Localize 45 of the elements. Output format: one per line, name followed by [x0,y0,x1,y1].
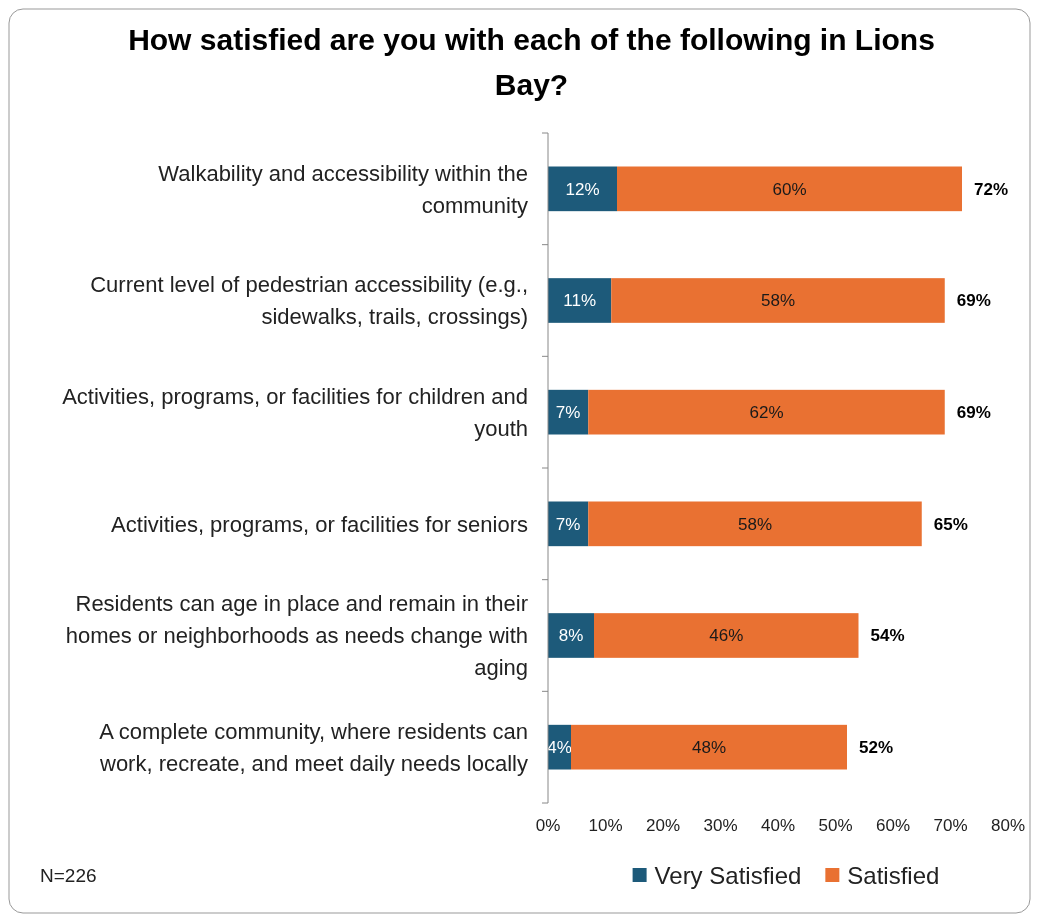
x-tick-label: 0% [535,816,561,835]
legend-label: Satisfied [847,862,940,889]
bar [617,166,962,212]
bar [594,613,859,658]
total-label: 65% [933,514,968,534]
legend-label: Very Satisfied [654,862,802,889]
bar [571,724,847,770]
x-tick-label: 60% [875,816,911,835]
total-label: 52% [859,738,894,758]
data-label: 58% [760,291,796,311]
y-tick-label: Walkability and accessibility within the community [158,160,528,218]
x-tick-label: 20% [645,816,681,835]
total-label: 54% [870,626,905,646]
total-label: 69% [956,403,991,423]
data-label: 7% [555,514,581,534]
data-label: 46% [709,626,744,646]
data-label: 4% [547,738,572,758]
x-tick-label: 70% [933,816,968,835]
bar [588,501,922,547]
y-tick-label: Residents can age in place and remain in their homes or neighborhoods as needs change with aging [65,591,528,681]
x-tick-label: 10% [588,816,623,835]
data-label: 12% [565,179,600,199]
y-tick-label: Activities, programs, or facilities for children and youth [62,383,528,441]
x-tick-label: 80% [990,816,1026,835]
text: N=226 [40,865,97,886]
bar [548,278,612,323]
y-tick-label: A complete community, where residents can work, recreate, and meet daily needs locally [99,718,528,776]
total-label: 69% [956,291,991,311]
total-label: 72% [974,179,1009,199]
y-tick-label: Activities, programs, or facilities for seniors [111,511,528,537]
bar [611,278,945,323]
data-label: 8% [558,626,584,646]
x-tick-label: 30% [703,816,738,835]
data-label: 62% [749,403,784,423]
data-label: 60% [772,179,807,199]
bar [548,166,617,212]
y-tick-label: Current level of pedestrian accessibility (e.g., sidewalks, trails, crossings) [90,272,528,330]
chart-title: How satisfied are you with each of the following in Lions Bay? [128,23,935,101]
x-tick-label: 40% [760,816,796,835]
bar [588,389,945,435]
data-label: 7% [555,403,581,423]
x-tick-label: 50% [818,816,853,835]
data-label: 11% [563,291,597,311]
data-label: 58% [737,514,773,534]
data-label: 48% [691,738,727,758]
